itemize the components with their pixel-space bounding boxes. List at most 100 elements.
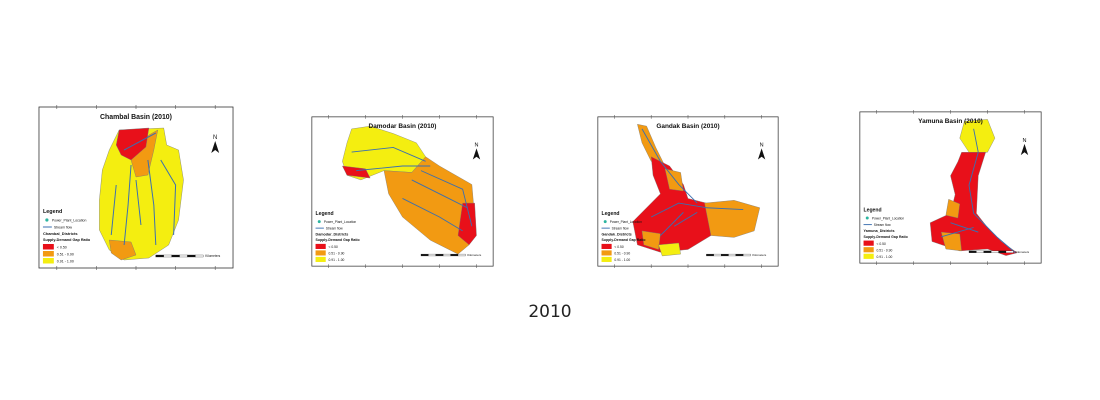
legend-swatch-mid bbox=[601, 250, 612, 256]
legend-class-label: 0.91 - 1.00 bbox=[329, 258, 345, 262]
scale-bar-segment bbox=[991, 250, 999, 253]
power-plant-icon bbox=[865, 216, 869, 220]
stream-line bbox=[650, 202, 707, 218]
legend-stream: Stream flow bbox=[612, 227, 630, 231]
power-plant-icon bbox=[45, 218, 49, 222]
legend-swatch-high bbox=[42, 258, 54, 264]
stream-line bbox=[402, 198, 463, 232]
legend-swatch-high bbox=[863, 253, 874, 259]
stream-line bbox=[673, 211, 698, 227]
district-region-low bbox=[342, 165, 371, 179]
district-region-mid bbox=[664, 168, 684, 192]
district-region-mid bbox=[130, 129, 159, 178]
legend-ratio-title: Supply-Demand Gap Ratio bbox=[602, 238, 646, 242]
scale-bar-segment bbox=[983, 250, 992, 253]
scale-bar-segment bbox=[720, 253, 729, 257]
basin-map-damodar: Damodar Basin (2010) N Legend Power_Plant_L… bbox=[310, 115, 495, 268]
scale-bar-segment bbox=[163, 254, 172, 258]
stream-line bbox=[420, 170, 473, 227]
legend-class-label: 0.91 - 1.00 bbox=[57, 259, 74, 263]
legend-class-label: < 0.50 bbox=[614, 245, 623, 249]
scale-bar-segment bbox=[171, 254, 180, 258]
stream-line bbox=[706, 207, 744, 211]
stream-line bbox=[660, 212, 684, 236]
scale-unit: Kilometers bbox=[467, 253, 481, 257]
stream-line bbox=[356, 165, 431, 172]
legend-swatch-low bbox=[315, 243, 326, 249]
legend-swatch-high bbox=[315, 256, 326, 262]
legend-swatch-low bbox=[601, 243, 612, 249]
stream-line bbox=[950, 222, 979, 233]
stream-line bbox=[351, 146, 426, 162]
scale-bar-segment bbox=[187, 254, 196, 258]
legend-stream: Stream flow bbox=[874, 223, 892, 227]
power-plant-icon bbox=[603, 220, 607, 224]
legend-class-label: 0.91 - 1.00 bbox=[614, 258, 630, 262]
scale-unit: Kilometers bbox=[752, 253, 766, 257]
legend-class-label: 0.91 - 1.00 bbox=[877, 255, 893, 259]
basin-map-chambal: Chambal Basin (2010) N Legend Power_Plant_L… bbox=[37, 105, 235, 270]
scale-bar-segment bbox=[968, 250, 977, 253]
district-region-mid bbox=[704, 200, 760, 238]
legend-district-layer: Chambal_Districts bbox=[43, 231, 78, 236]
stream-line bbox=[135, 179, 142, 226]
district-region-mid bbox=[945, 198, 960, 219]
legend-power-plant: Power_Plant_Location bbox=[872, 216, 904, 220]
map-title: Damodar Basin (2010) bbox=[369, 123, 437, 130]
stream-line bbox=[110, 184, 117, 236]
scale-bar-segment bbox=[443, 253, 451, 257]
stream-line bbox=[411, 179, 468, 209]
stream-line bbox=[123, 164, 132, 246]
legend-district-layer: Damodar_Districts bbox=[316, 233, 349, 237]
north-label: N bbox=[760, 143, 764, 149]
district-region-low bbox=[457, 202, 477, 246]
north-arrow-icon bbox=[211, 141, 220, 153]
north-label: N bbox=[213, 135, 217, 141]
legend-district-layer: Gandak_Districts bbox=[602, 233, 632, 237]
scale-bar-segment bbox=[435, 253, 444, 257]
basin-map-yamuna: Yamuna Basin (2010) N Legend Power_Plant_Lo… bbox=[858, 110, 1043, 265]
scale-bar-segment bbox=[155, 254, 164, 258]
north-arrow-icon bbox=[1020, 143, 1029, 156]
legend-class-label: 0.51 - 0.90 bbox=[614, 252, 630, 256]
legend-swatch-mid bbox=[315, 250, 326, 256]
stream-line bbox=[641, 128, 698, 204]
district-region-high bbox=[959, 119, 996, 153]
legend-stream: Stream flow bbox=[54, 225, 73, 229]
map-title: Chambal Basin (2010) bbox=[100, 114, 172, 121]
legend-power-plant: Power_Plant_Location bbox=[324, 220, 357, 224]
legend-heading: Legend bbox=[316, 211, 334, 217]
district-region-low bbox=[115, 127, 150, 161]
north-label: N bbox=[1023, 138, 1027, 144]
legend-heading: Legend bbox=[602, 211, 620, 217]
legend-swatch-mid bbox=[863, 247, 874, 253]
scale-bar-segment bbox=[420, 253, 429, 257]
legend-district-layer: Yamuna_Districts bbox=[864, 229, 895, 233]
legend-swatch-low bbox=[863, 240, 874, 246]
scale-bar-segment bbox=[998, 250, 1007, 253]
scale-bar-segment bbox=[706, 253, 714, 257]
legend-class-label: < 0.50 bbox=[877, 242, 886, 246]
stream-line bbox=[147, 159, 157, 246]
legend-swatch-high bbox=[601, 256, 612, 262]
district-region-mid bbox=[641, 230, 661, 250]
legend-stream: Stream flow bbox=[326, 227, 344, 231]
legend-ratio-title: Supply-Demand Gap Ratio bbox=[316, 238, 360, 242]
scale-bar-segment bbox=[428, 253, 436, 257]
district-region-high bbox=[99, 127, 184, 261]
legend-power-plant: Power_Plant_Location bbox=[610, 220, 642, 224]
scale-bar-segment bbox=[743, 253, 751, 257]
stream-line bbox=[968, 128, 1016, 254]
legend-heading: Legend bbox=[43, 209, 62, 215]
scale-bar-segment bbox=[457, 253, 466, 257]
north-arrow-icon bbox=[472, 148, 481, 160]
scale-bar-segment bbox=[179, 254, 188, 258]
north-arrow-icon bbox=[757, 148, 766, 160]
stream-line bbox=[160, 159, 177, 236]
scale-bar-segment bbox=[735, 253, 744, 257]
power-plant-icon bbox=[317, 220, 321, 224]
legend-class-label: 0.51 - 0.90 bbox=[329, 252, 345, 256]
north-label: N bbox=[474, 143, 478, 149]
map-title: Yamuna Basin (2010) bbox=[918, 118, 983, 125]
scale-bar-segment bbox=[728, 253, 736, 257]
